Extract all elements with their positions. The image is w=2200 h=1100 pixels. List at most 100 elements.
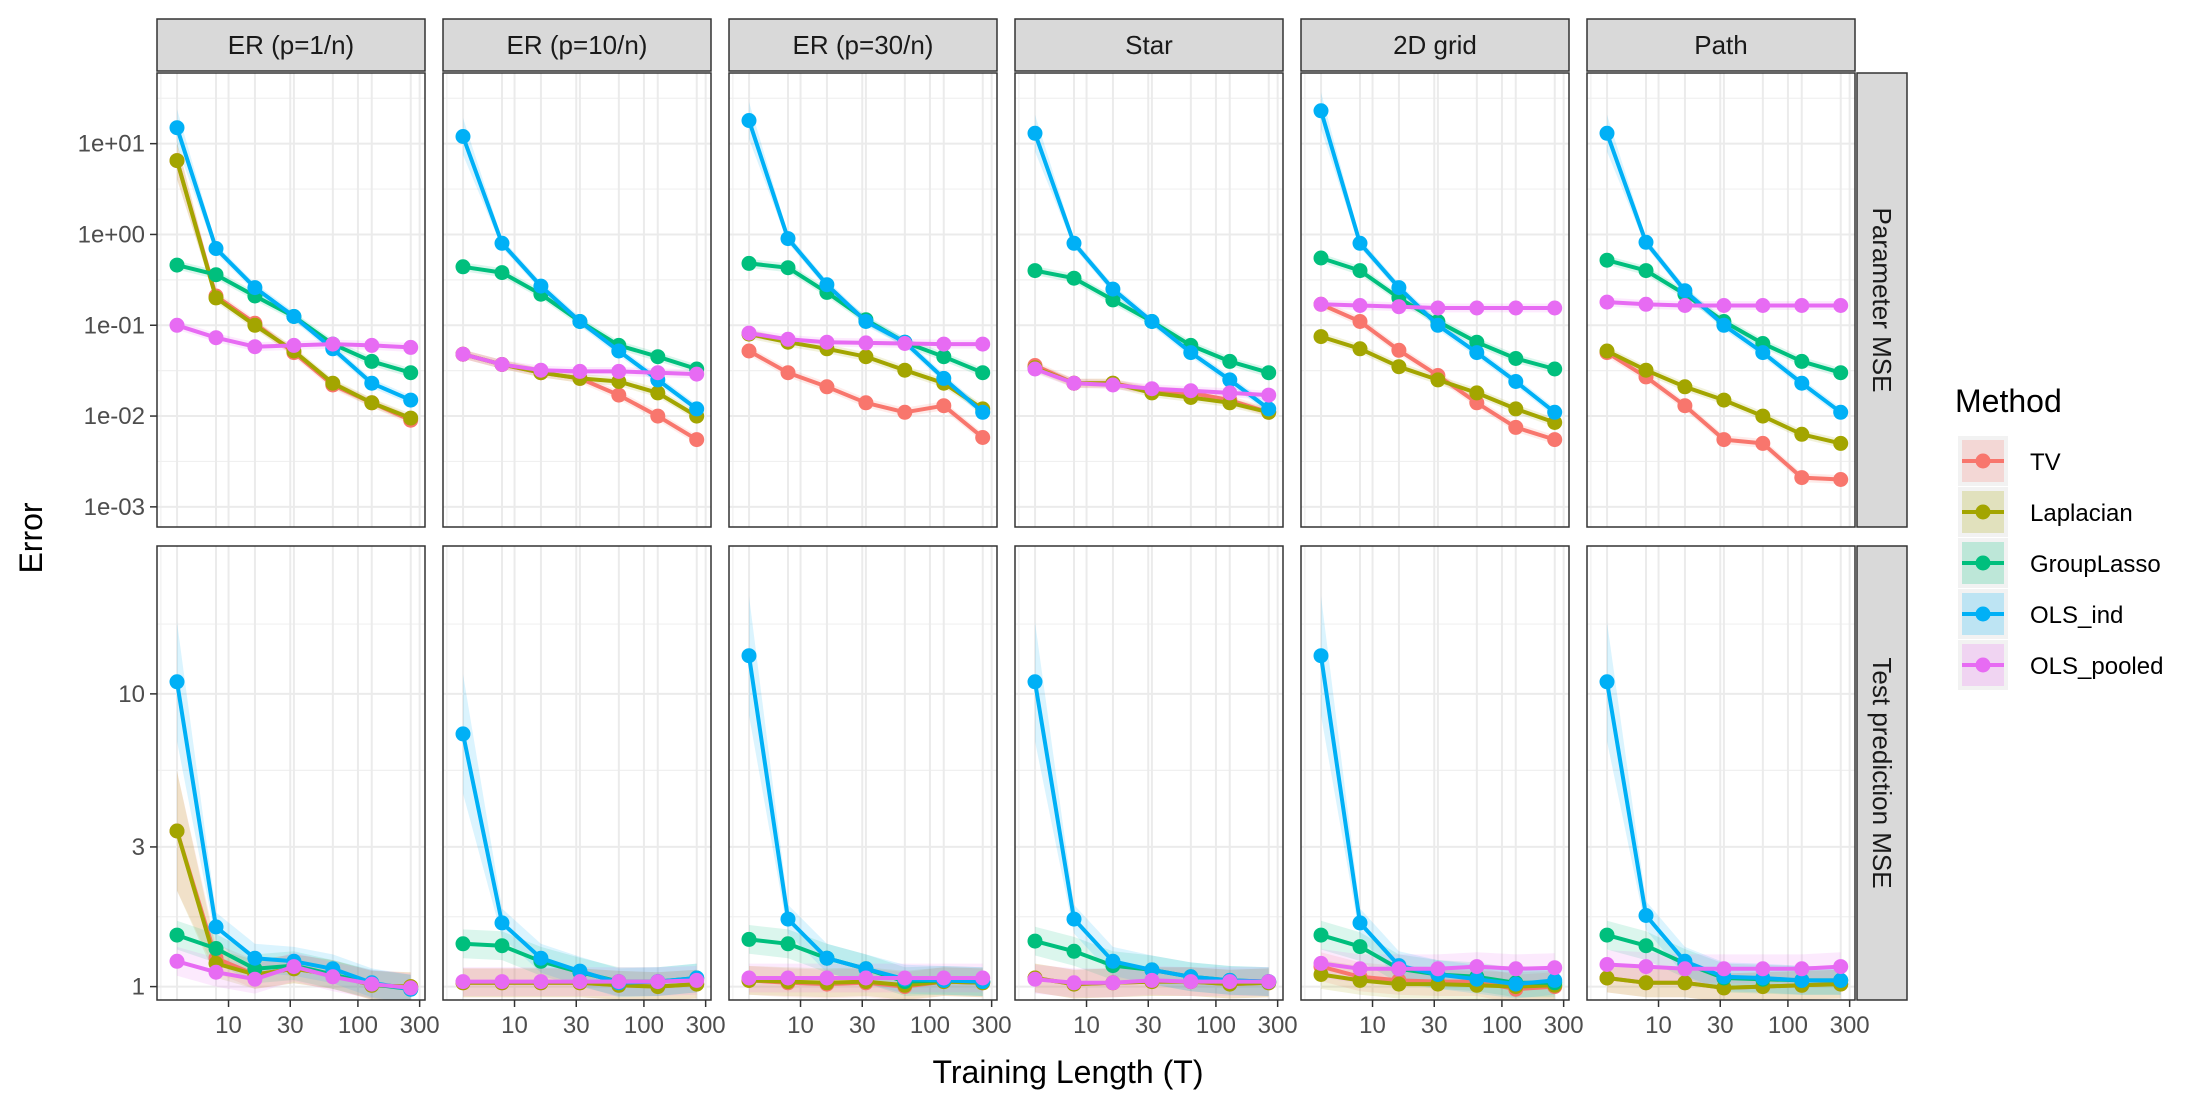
column-strip-star: Star <box>1014 18 1284 72</box>
point-grouplasso <box>403 365 419 381</box>
point-ols-pooled <box>1313 296 1329 312</box>
point-laplacian <box>858 349 874 365</box>
column-strip-2d-grid: 2D grid <box>1300 18 1570 72</box>
point-ols-ind <box>1144 314 1160 329</box>
point-ols-ind <box>1677 283 1693 299</box>
point-ols-pooled <box>1027 361 1043 377</box>
point-ols-ind <box>1755 345 1771 361</box>
column-strip-path: Path <box>1586 18 1856 72</box>
point-ols-ind <box>689 401 705 417</box>
legend-key-point <box>1975 606 1991 622</box>
point-tv <box>819 379 835 395</box>
legend-item-ols-ind: OLS_ind <box>1958 589 2123 639</box>
point-ols-ind <box>169 120 185 136</box>
point-ols-pooled <box>572 974 588 990</box>
point-tv <box>1677 398 1693 414</box>
legend-item-grouplasso: GroupLasso <box>1958 538 2161 588</box>
point-grouplasso <box>1794 353 1810 369</box>
point-ols-pooled <box>1222 385 1238 401</box>
point-ols-ind <box>1066 911 1082 927</box>
column-strip-background <box>1586 18 1856 72</box>
row-strip-parameter-mse: Parameter MSE <box>1856 72 1908 528</box>
point-ols-pooled <box>650 974 666 990</box>
point-ols-ind <box>364 375 380 391</box>
point-grouplasso <box>780 260 796 276</box>
point-ols-ind <box>1794 972 1810 988</box>
point-ols-ind <box>208 241 224 256</box>
point-grouplasso <box>1547 361 1563 377</box>
legend-item-laplacian: Laplacian <box>1958 487 2133 537</box>
column-strip-er-p-1-n: ER (p=1/n) <box>156 18 426 72</box>
point-ols-ind <box>819 950 835 966</box>
point-ols-pooled <box>741 970 757 986</box>
point-ols-ind <box>286 309 302 324</box>
point-laplacian <box>1352 972 1368 988</box>
point-grouplasso <box>208 941 224 956</box>
point-ols-pooled <box>1469 300 1485 316</box>
point-laplacian <box>1313 967 1329 982</box>
point-grouplasso <box>975 365 991 381</box>
point-grouplasso <box>1261 365 1277 381</box>
point-ols-pooled <box>455 346 471 362</box>
point-laplacian <box>1755 408 1771 424</box>
point-ols-pooled <box>897 970 913 986</box>
point-ols-pooled <box>936 336 952 352</box>
point-ols-pooled <box>1391 961 1407 977</box>
column-strip-label: ER (p=10/n) <box>507 30 648 60</box>
column-strip-er-p-10-n: ER (p=10/n) <box>442 18 712 72</box>
point-ols-pooled <box>533 974 549 990</box>
point-ols-pooled <box>286 959 302 975</box>
point-ols-ind <box>1469 345 1485 361</box>
point-ols-pooled <box>1183 974 1199 990</box>
point-ols-pooled <box>975 970 991 986</box>
point-grouplasso <box>1638 263 1654 279</box>
point-ols-ind <box>1027 125 1043 141</box>
point-ols-pooled <box>1599 957 1615 972</box>
legend-item-ols-pooled: OLS_pooled <box>1958 640 2163 690</box>
point-ols-pooled <box>494 357 510 372</box>
point-ols-ind <box>1599 125 1615 141</box>
x-tick-label: 300 <box>1544 1012 1584 1039</box>
ribbon-laplacian <box>177 771 411 1000</box>
point-ols-pooled <box>1638 296 1654 312</box>
point-tv <box>741 343 757 359</box>
point-ols-pooled <box>1313 955 1329 971</box>
point-ols-ind <box>1105 281 1121 297</box>
point-grouplasso <box>1352 263 1368 279</box>
point-laplacian <box>1638 975 1654 991</box>
point-grouplasso <box>1313 927 1329 943</box>
legend-key-point <box>1975 657 1991 673</box>
point-ols-pooled <box>650 365 666 381</box>
x-tick-label: 10 <box>501 1012 528 1039</box>
y-tick-label: 1 <box>132 974 145 1001</box>
x-tick-label: 30 <box>1421 1012 1448 1039</box>
point-ols-pooled <box>1352 961 1368 977</box>
point-grouplasso <box>169 257 185 273</box>
panel-parameter-mse-er-p-1-n <box>156 72 426 528</box>
y-tick-label: 1e-03 <box>84 494 145 521</box>
point-laplacian <box>169 153 185 169</box>
point-ols-ind <box>455 129 471 144</box>
point-ols-ind <box>1716 317 1732 333</box>
column-strip-background <box>728 18 998 72</box>
x-tick-label: 30 <box>1707 1012 1734 1039</box>
panel-parameter-mse-star <box>1014 72 1284 528</box>
point-grouplasso <box>936 349 952 365</box>
point-ols-ind <box>611 343 627 359</box>
panel-parameter-mse-er-p-30-n <box>728 72 998 528</box>
point-ols-pooled <box>936 970 952 986</box>
point-ols-pooled <box>1677 298 1693 313</box>
point-ols-pooled <box>819 334 835 350</box>
point-ols-pooled <box>1755 298 1771 313</box>
point-ols-pooled <box>1547 960 1563 976</box>
point-laplacian <box>364 395 380 411</box>
point-tv <box>1755 435 1771 451</box>
point-laplacian <box>1677 379 1693 395</box>
panel-parameter-mse-er-p-10-n <box>442 72 712 528</box>
point-ols-pooled <box>208 330 224 346</box>
column-strip-label: Path <box>1694 30 1748 60</box>
point-grouplasso <box>1599 252 1615 268</box>
point-grouplasso <box>1066 270 1082 286</box>
row-strip-test-prediction-mse: Test prediction MSE <box>1856 545 1908 1001</box>
point-ols-pooled <box>1183 383 1199 399</box>
